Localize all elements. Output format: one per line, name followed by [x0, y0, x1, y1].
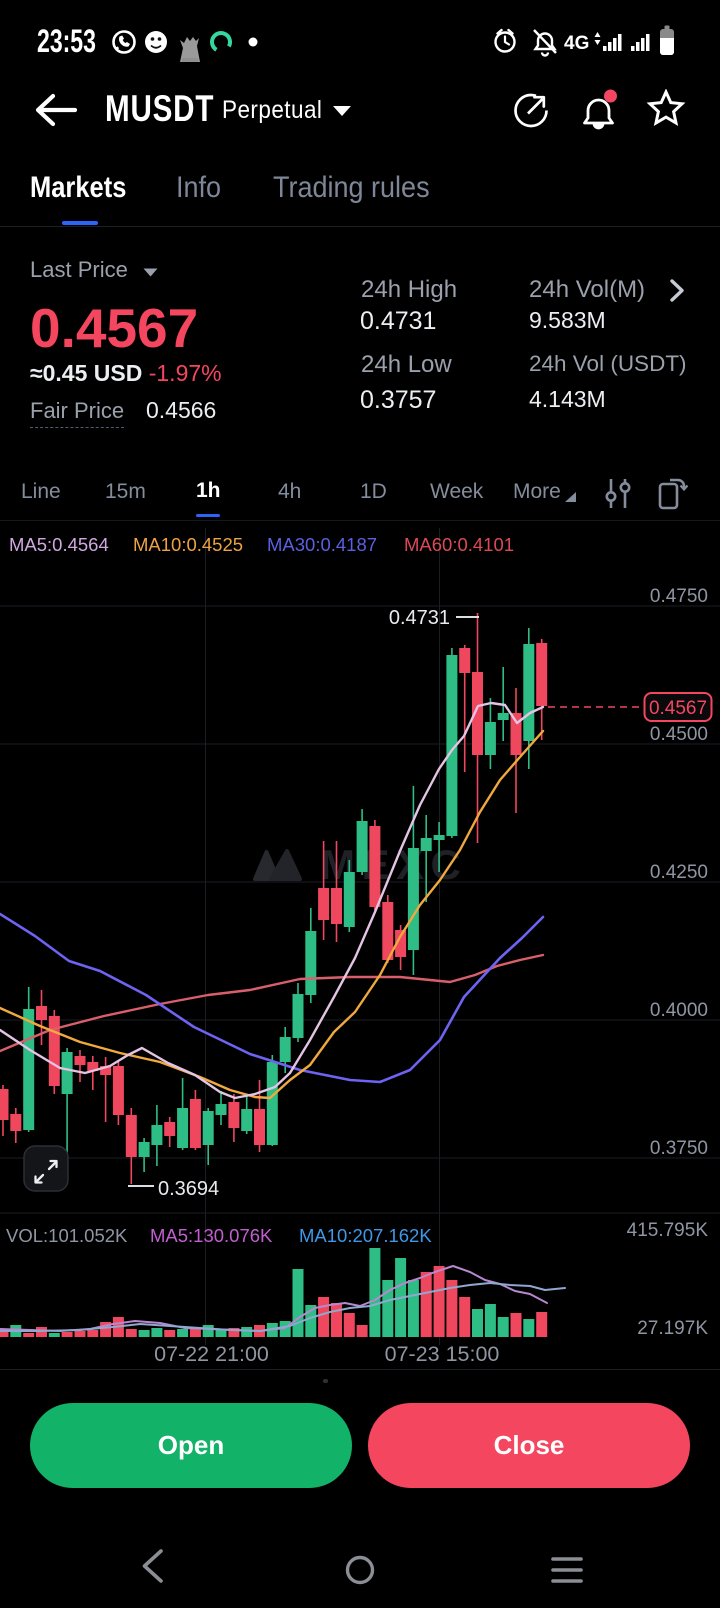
svg-text:MA10:207.162K: MA10:207.162K: [299, 1225, 432, 1246]
svg-text:0.4000: 0.4000: [650, 1000, 708, 1021]
svg-text:MEXC: MEXC: [320, 841, 467, 888]
svg-text:0.4731: 0.4731: [389, 607, 450, 629]
svg-text:07-23 15:00: 07-23 15:00: [385, 1342, 500, 1366]
svg-text:VOL:101.052K: VOL:101.052K: [6, 1225, 128, 1246]
svg-text:4G: 4G: [564, 33, 589, 54]
svg-text:0.4500: 0.4500: [650, 724, 708, 745]
svg-text:0.3750: 0.3750: [650, 1138, 708, 1159]
svg-text:27.197K: 27.197K: [637, 1318, 708, 1339]
svg-text:0.3694: 0.3694: [158, 1178, 219, 1200]
svg-text:0.4750: 0.4750: [650, 586, 708, 607]
svg-text:07-22 21:00: 07-22 21:00: [154, 1342, 269, 1366]
svg-text:MA5:0.4564: MA5:0.4564: [9, 534, 109, 555]
svg-text:MA60:0.4101: MA60:0.4101: [404, 534, 514, 555]
svg-text:MA30:0.4187: MA30:0.4187: [267, 534, 377, 555]
svg-text:0.4567: 0.4567: [649, 698, 707, 719]
svg-text:0.4250: 0.4250: [650, 862, 708, 883]
svg-text:MA5:130.076K: MA5:130.076K: [150, 1225, 273, 1246]
svg-text:415.795K: 415.795K: [627, 1220, 709, 1241]
svg-text:MA10:0.4525: MA10:0.4525: [133, 534, 243, 555]
